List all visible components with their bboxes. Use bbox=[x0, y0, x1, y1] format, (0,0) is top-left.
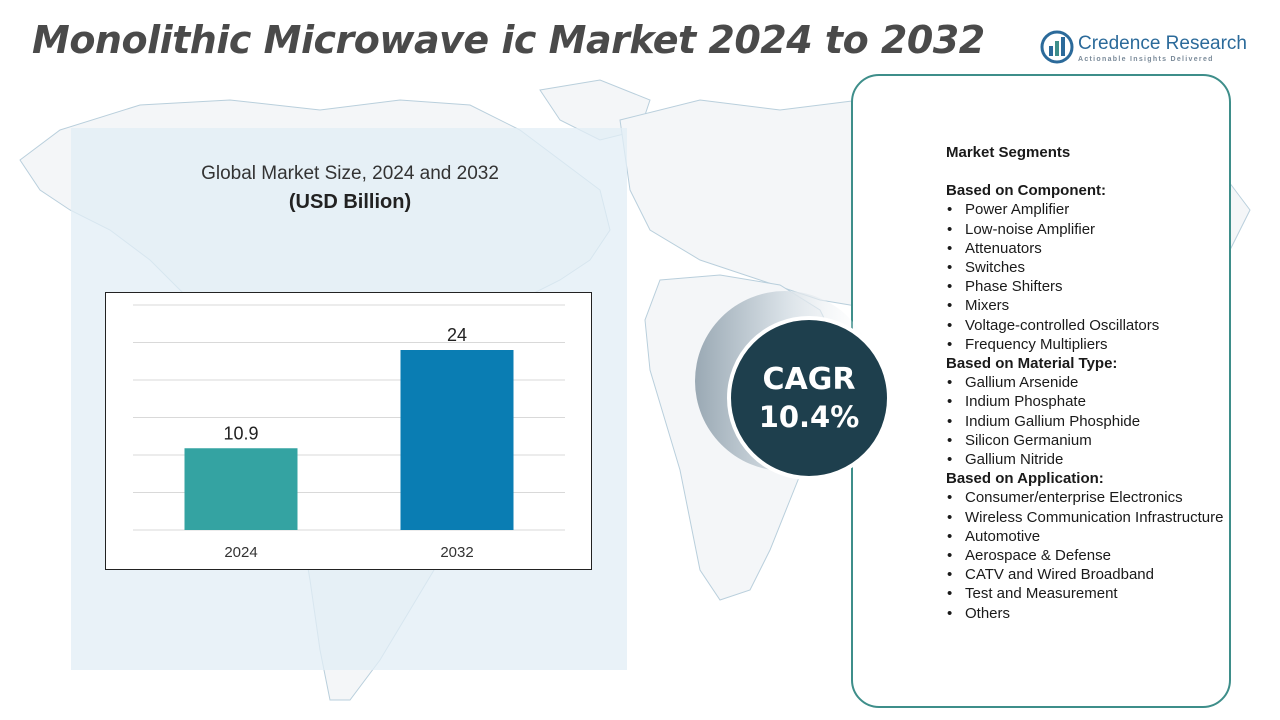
chart-title: Global Market Size, 2024 and 2032 bbox=[201, 163, 499, 184]
segment-item: Aerospace & Defense bbox=[946, 546, 1246, 565]
segment-item: Indium Gallium Phosphide bbox=[946, 412, 1246, 431]
segment-item: Others bbox=[946, 604, 1246, 623]
segment-item: Phase Shifters bbox=[946, 277, 1246, 296]
cagr-label: CAGR bbox=[762, 362, 856, 397]
segment-group-title: Based on Material Type: bbox=[946, 355, 1118, 373]
x-tick-label-2024: 2024 bbox=[224, 544, 257, 561]
segment-item: Mixers bbox=[946, 296, 1246, 315]
segment-item: Voltage-controlled Oscillators bbox=[946, 316, 1246, 335]
bar-2032 bbox=[400, 350, 514, 530]
segment-group-title: Based on Application: bbox=[946, 470, 1104, 488]
chart-unit-label: (USD Billion) bbox=[288, 191, 412, 213]
data-label-2024: 10.9 bbox=[223, 423, 258, 443]
logo-tagline: Actionable Insights Delivered bbox=[1078, 56, 1214, 63]
chart-frame bbox=[105, 292, 592, 570]
bar-chart: 10.9 2024 24 2032 bbox=[105, 292, 592, 570]
page-title: Monolithic Microwave ic Market 2024 to 2… bbox=[32, 18, 985, 62]
segment-item: Automotive bbox=[946, 527, 1246, 546]
logo-chart-icon bbox=[1040, 30, 1074, 64]
market-segments-content: Market Segments Based on Component: Powe… bbox=[946, 143, 1246, 623]
segment-item: Wireless Communication Infrastructure bbox=[946, 508, 1246, 527]
segment-item: Test and Measurement bbox=[946, 584, 1246, 603]
logo-name: Credence Research bbox=[1078, 33, 1247, 54]
segment-item: Low-noise Amplifier bbox=[946, 220, 1246, 239]
x-tick-label-2032: 2032 bbox=[440, 544, 473, 561]
segments-heading: Market Segments bbox=[946, 144, 1071, 161]
segment-group-application: Based on Application: Consumer/enterpris… bbox=[946, 469, 1246, 623]
segment-item: Consumer/enterprise Electronics bbox=[946, 488, 1246, 507]
segment-group-title: Based on Component: bbox=[946, 182, 1106, 200]
cagr-badge: CAGR 10.4% bbox=[727, 316, 891, 480]
credence-research-logo: Credence Research Actionable Insights De… bbox=[1040, 30, 1255, 68]
segment-item: Indium Phosphate bbox=[946, 392, 1246, 411]
segment-item: Gallium Nitride bbox=[946, 450, 1246, 469]
segment-item: CATV and Wired Broadband bbox=[946, 565, 1246, 584]
data-label-2032: 24 bbox=[447, 325, 467, 345]
segment-item: Frequency Multipliers bbox=[946, 335, 1246, 354]
segment-item: Switches bbox=[946, 258, 1246, 277]
segment-item: Attenuators bbox=[946, 239, 1246, 258]
segment-group-component: Based on Component: Power Amplifier Low-… bbox=[946, 181, 1246, 354]
bar-2024 bbox=[184, 448, 298, 530]
segment-group-material: Based on Material Type: Gallium Arsenide… bbox=[946, 354, 1246, 469]
segment-item: Silicon Germanium bbox=[946, 431, 1246, 450]
segment-item: Power Amplifier bbox=[946, 200, 1246, 219]
segment-item: Gallium Arsenide bbox=[946, 373, 1246, 392]
cagr-value: 10.4% bbox=[758, 400, 860, 434]
